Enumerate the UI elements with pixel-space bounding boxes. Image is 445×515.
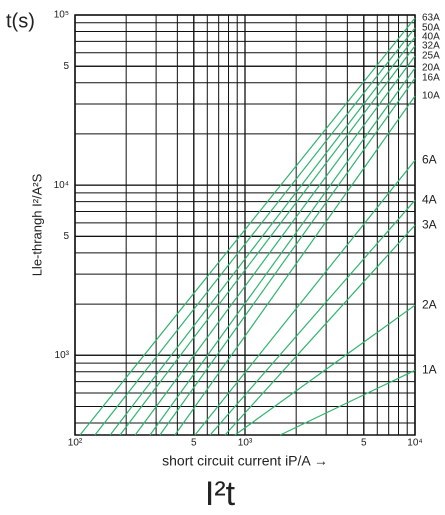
x-tick-label: 5 [361,438,367,449]
series-line [224,224,416,436]
series-line [174,95,416,436]
y-tick-label: 10³ [55,350,70,361]
series-label: 20A [422,63,440,74]
series-label: 2A [422,297,437,311]
series-line [209,199,416,436]
x-tick-label: 5 [191,438,197,449]
x-tick-label: 10³ [238,438,253,449]
series-label: 6A [422,152,437,166]
y-tick-label: 10⁴ [54,180,69,191]
series-line [159,77,416,436]
y-tick-label: 10⁵ [54,10,69,21]
series-line [134,55,416,436]
series-label: 16A [422,73,440,84]
series-line [234,304,416,436]
x-axis-label: short circuit current iP/A → [162,453,328,469]
caption: I²t [205,475,236,513]
series-line [194,159,416,436]
series-label: 10A [422,91,440,102]
series-line [119,45,416,436]
series-label: 1A [422,362,437,376]
y-tick-label: 5 [63,231,69,242]
chart-title: t(s) [6,10,35,32]
series-label: 50A [422,23,440,34]
series-label: 4A [422,192,437,206]
series-label: 32A [422,41,440,52]
series-label: 3A [422,217,437,231]
series-line [149,67,416,436]
y-axis-label: Lle-thrangh I²/A²S [29,173,44,276]
series-label: 25A [422,51,440,62]
series-line [94,27,416,436]
series-label: 40A [422,32,440,43]
series-line [109,36,416,436]
y-tick-label: 5 [63,61,69,72]
series-line [79,17,416,436]
x-tick-label: 10² [68,438,83,449]
x-tick-label: 10⁴ [407,438,422,449]
plot-frame [74,14,416,436]
series-line [279,369,416,436]
series-label: 63A [422,13,440,24]
